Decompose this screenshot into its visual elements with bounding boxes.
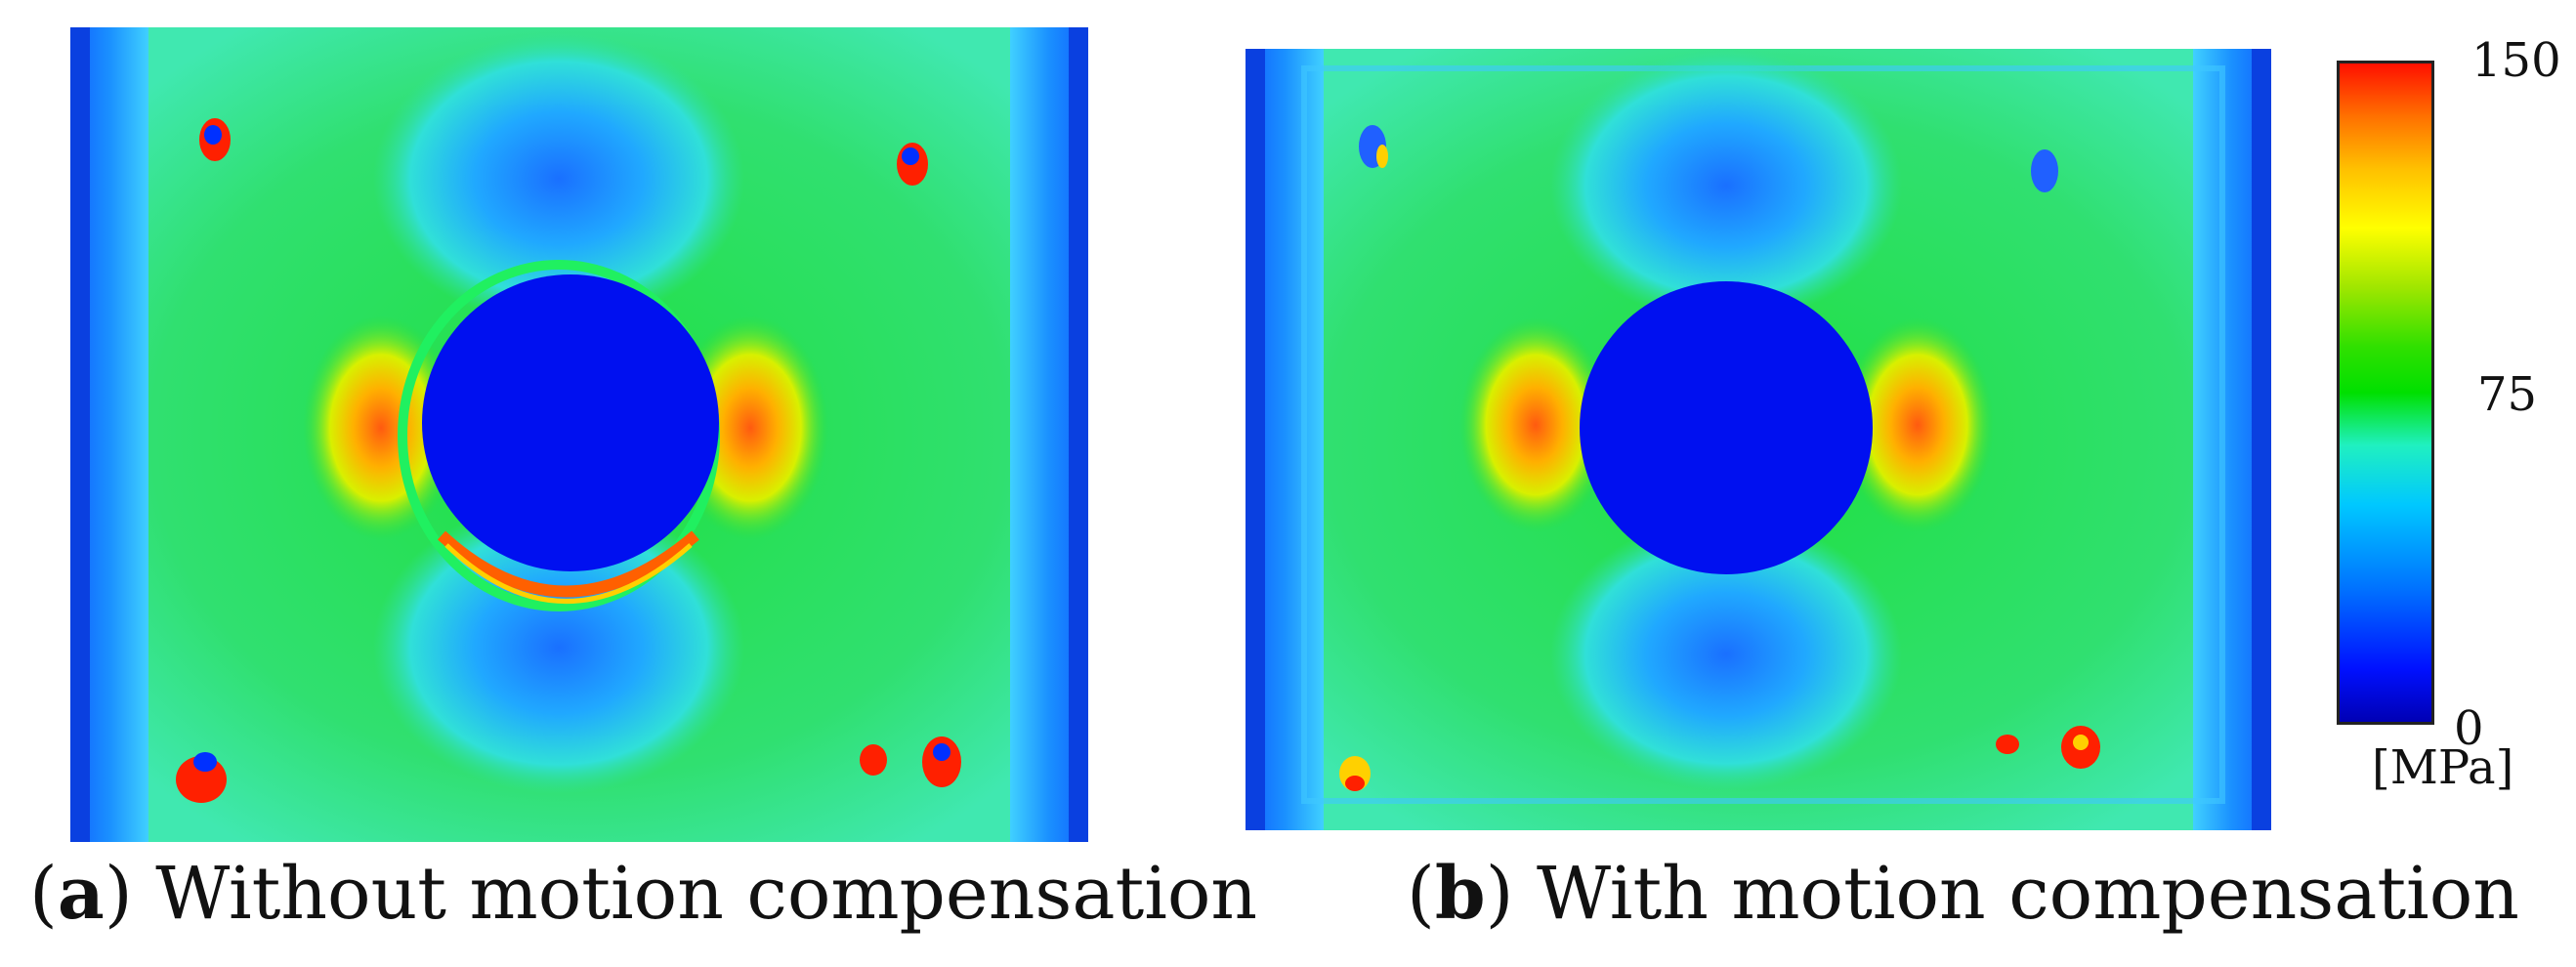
bolt-artifact-top-right <box>897 143 928 186</box>
bolt-artifact-top-left <box>199 118 231 161</box>
bolt-artifact-top-left <box>1359 125 1388 168</box>
bolt-artifact-bottom-right <box>1996 726 2100 769</box>
caption-a-text: Without motion compensation <box>155 852 1258 936</box>
colorbar-max-label: 150 <box>2471 33 2561 88</box>
caption-b-text: With motion compensation <box>1537 852 2519 936</box>
colorbar-unit-label: [MPa] <box>2372 740 2514 795</box>
bolt-artifact-bottom-left <box>1339 756 1371 791</box>
colorbar-scale <box>2337 61 2434 725</box>
caption-a-letter: a <box>57 852 105 936</box>
bolt-artifact-bottom-left <box>176 752 227 803</box>
colorbar-min-label: 0 <box>2454 701 2484 756</box>
caption-b: (b) With motion compensation <box>1407 852 2519 936</box>
colorbar-mid-label: 75 <box>2477 367 2538 422</box>
bolt-artifact-bottom-right <box>860 736 961 787</box>
bolt-artifact-top-right <box>2031 149 2058 192</box>
caption-a: (a) Without motion compensation <box>29 852 1258 936</box>
stress-map-with-compensation <box>1246 49 2271 830</box>
stress-map-without-compensation <box>70 27 1088 842</box>
caption-b-letter: b <box>1434 852 1486 936</box>
